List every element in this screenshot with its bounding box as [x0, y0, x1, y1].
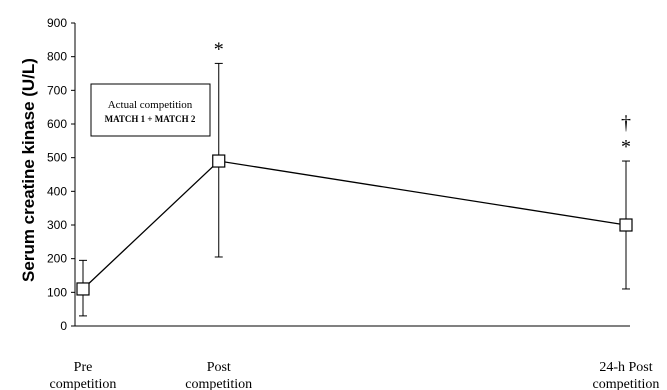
markers — [76, 154, 633, 296]
annotation-box-line1: Actual competition — [108, 99, 193, 111]
annotation-box-frame — [90, 83, 211, 137]
y-tick-label: 900 — [47, 16, 67, 30]
annotation-box: Actual competition MATCH 1 + MATCH 2 — [90, 83, 211, 137]
y-tick-label: 100 — [47, 285, 67, 299]
x-category-label: Pre competition — [50, 360, 117, 390]
series-line — [82, 160, 627, 290]
x-category-label-line: Post — [207, 360, 231, 375]
data-point — [212, 154, 226, 168]
y-ticks: 0 100 200 300 400 500 600 700 800 900 — [47, 16, 75, 333]
significance-marks: **† — [214, 38, 631, 158]
data-point — [76, 282, 90, 296]
x-category-label-line: Pre — [74, 360, 93, 375]
y-tick-label: 400 — [47, 184, 67, 198]
annotation-box-line2: MATCH 1 + MATCH 2 — [105, 114, 196, 124]
significance-mark: * — [214, 38, 224, 60]
significance-mark: † — [621, 112, 631, 134]
y-tick-label: 300 — [47, 218, 67, 232]
x-category-labels: Pre competition Post competition 24-h Post co… — [50, 360, 660, 390]
x-category-label-line: competition — [593, 377, 660, 390]
x-category-label: 24-h Post competition — [593, 360, 660, 390]
axes — [74, 23, 630, 327]
y-tick-label: 800 — [47, 50, 67, 64]
x-category-label-line: 24-h Post — [599, 360, 652, 375]
y-axis-label: Serum creatine kinase (U/L) — [19, 58, 38, 282]
y-tick-label: 0 — [60, 319, 67, 333]
y-tick-label: 200 — [47, 252, 67, 266]
y-tick-label: 500 — [47, 151, 67, 165]
x-category-label-line: competition — [50, 377, 117, 390]
x-category-label: Post competition — [185, 360, 252, 390]
x-category-label-line: competition — [185, 377, 252, 390]
y-tick-label: 600 — [47, 117, 67, 131]
y-tick-label: 700 — [47, 83, 67, 97]
significance-mark: * — [621, 136, 631, 158]
series — [82, 160, 627, 290]
data-point — [619, 218, 633, 232]
